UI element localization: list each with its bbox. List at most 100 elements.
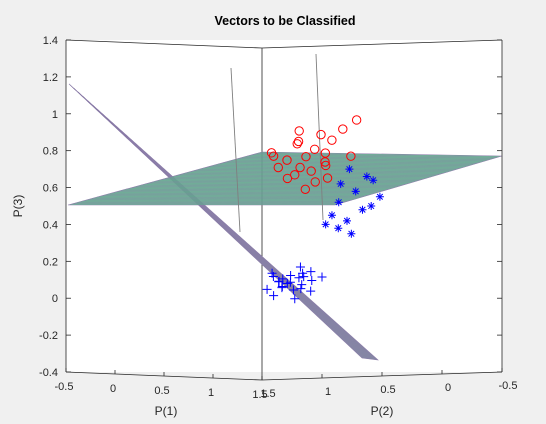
box-edge [261,39,503,49]
x-tick-label: 1.5 [252,389,267,401]
star-marker [327,211,336,220]
plus-marker [290,294,300,304]
plane-mesh-line [257,153,498,158]
circle-marker [300,184,311,195]
chart-title: Vectors to be Classified [214,14,355,28]
plane-mesh-line [194,170,444,174]
plus-marker [267,268,277,278]
star-marker [343,216,351,225]
stem-line [315,53,324,221]
plane-mesh-line [97,196,361,198]
plane-mesh-line [184,172,436,176]
circle-marker [321,160,331,171]
star-marker [367,202,376,210]
x-tick-label: -0.5 [55,381,74,393]
plus-marker [277,281,287,291]
plane-mesh-line [208,166,457,170]
star-marker [345,165,354,174]
circle-marker [292,139,302,149]
z-tick-label: 0.4 [43,219,58,231]
plane-mesh-line [237,158,482,163]
star-marker [358,205,367,214]
data-markers [262,115,384,304]
y-tick-label: 1 [325,386,331,398]
plane-mesh-line [131,187,390,190]
plus-marker [297,280,307,290]
star-marker [334,198,343,207]
plane-mesh-line [174,175,427,179]
y-axis-label: P(2) [371,404,394,418]
star-marker [351,187,360,196]
circle-marker [290,170,300,180]
z-tick-label: 0.2 [43,256,58,268]
plane-mesh-line [135,186,394,189]
star-marker [362,172,371,181]
circle-marker [309,144,320,154]
star-marker [321,220,330,229]
plane-mesh-line [121,190,381,192]
circle-marker [273,162,283,173]
x-tick-label: 0 [110,383,116,395]
circle-marker [295,162,305,173]
plus-marker [307,276,317,286]
axes-background [66,40,502,372]
plane-mesh-line [155,180,411,184]
circle-marker [282,173,293,184]
plane-mesh-line [228,161,473,165]
plane-mesh-line [198,168,448,173]
axis-ticks: -0.4 -0.2 0 0.2 0.4 0.6 0.8 1 1.2 1.4 -0.5 0 0.5 1 1.5… [39,35,517,401]
y-tick-label: 0.5 [380,384,395,396]
plane-mesh-line [126,188,386,191]
plus-marker [295,262,305,272]
y-tick-label: 0 [445,382,451,394]
plane-mesh-line [179,174,432,178]
plane-mesh-line [252,154,494,159]
x-tick-label: 0.5 [154,385,169,397]
circle-marker [310,177,320,187]
stem-line [230,67,241,233]
plane-mesh-line [145,183,402,186]
plus-marker [262,284,272,294]
plane-mesh-line [92,198,356,200]
z-tick-label: -0.4 [39,367,58,379]
plane-mesh-line [247,155,490,160]
plus-marker [269,291,279,301]
circle-marker [338,124,348,134]
z-axis-label: P(3) [11,195,25,218]
plus-marker [298,268,308,278]
plane-mesh-line [140,184,398,187]
circle-marker [294,126,304,136]
circle-marker [306,166,316,176]
box-edge [65,39,263,49]
z-tick-label: 1.4 [43,35,58,47]
circle-marker [320,148,331,158]
plus-marker [282,279,292,289]
axes-box-back [65,39,503,380]
plane-mesh-line [223,162,469,167]
plus-marker [274,276,284,286]
plane-mesh-line [213,165,461,169]
z-tick-label: 0.8 [43,146,58,158]
circle-marker [293,136,304,147]
plane-mesh-line [116,191,377,193]
plus-marker [317,272,327,282]
plane-mesh-line [111,192,373,195]
plane-mesh-line [101,195,365,197]
circle-marker [268,151,279,161]
circle-marker [282,155,292,165]
star-marker [369,176,378,185]
plane-mesh-line [189,171,440,175]
y-tick-label: -0.5 [499,380,518,392]
circle-marker [301,151,311,162]
plane-mesh-line [77,91,378,361]
plus-marker [288,285,298,295]
plus-marker [306,267,316,277]
circle-marker [322,173,333,183]
circle-marker [327,135,337,145]
circle-marker [351,115,362,125]
z-tick-label: 1 [52,109,58,121]
plane-mesh-line [150,182,406,185]
z-tick-label: 0 [52,293,58,305]
z-tick-label: -0.2 [39,330,58,342]
